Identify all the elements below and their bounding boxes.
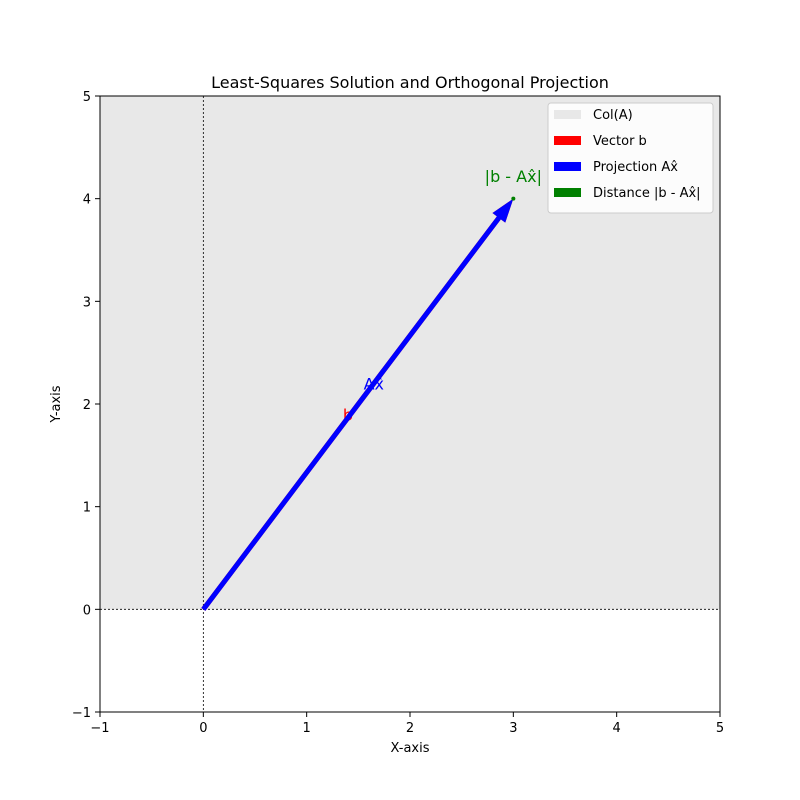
y-tick-label: 0 [83, 603, 91, 618]
y-tick-label: 5 [83, 90, 91, 105]
vector-arrow-projection [201, 198, 514, 611]
x-tick-label: −1 [90, 721, 109, 736]
x-tick-label: 0 [199, 721, 207, 736]
x-tick-label: 1 [303, 721, 311, 736]
x-tick-label: 5 [716, 721, 724, 736]
legend-swatch [554, 136, 581, 145]
y-tick-label: 2 [83, 398, 91, 413]
x-tick-label: 2 [406, 721, 414, 736]
distance-point [511, 196, 516, 201]
legend-swatch [554, 110, 581, 119]
legend-box [547, 102, 714, 214]
chart-title: Least-Squares Solution and Orthogonal Pr… [211, 73, 609, 92]
legend-swatch [554, 162, 581, 171]
legend-entry-label: Projection Ax̂ [593, 160, 678, 175]
y-tick-label: −1 [72, 706, 91, 721]
legend-entry-label: Col(A) [593, 108, 633, 123]
y-tick-label: 3 [83, 295, 91, 310]
vector-label-projection: Ax̂ [364, 374, 384, 393]
legend-entry-label: Distance |b - Ax̂| [593, 186, 701, 201]
y-tick-label: 4 [83, 193, 91, 208]
distance-label: |b - Ax̂| [485, 167, 542, 186]
x-axis-label: X-axis [391, 741, 430, 756]
legend: Col(A) Vector b Projection Ax̂ Distance |b … [547, 102, 714, 214]
y-axis-label: Y-axis [49, 385, 64, 423]
x-tick-label: 3 [509, 721, 517, 736]
x-tick-label: 4 [613, 721, 621, 736]
legend-entry-label: Vector b [593, 134, 647, 149]
y-tick-label: 1 [83, 501, 91, 516]
legend-swatch [554, 188, 581, 197]
